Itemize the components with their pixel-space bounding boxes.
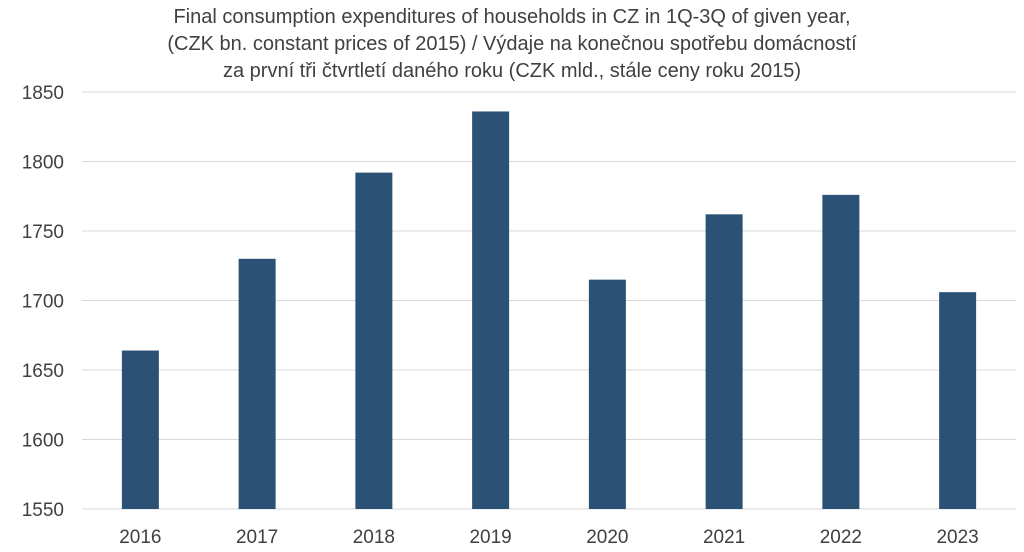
x-tick-label: 2016 — [119, 527, 161, 548]
y-tick-label: 1600 — [22, 431, 64, 452]
bar-2023 — [939, 292, 977, 509]
bar-2018 — [355, 172, 393, 509]
y-tick-label: 1850 — [22, 83, 64, 104]
bars — [121, 111, 977, 510]
y-axis: 1550 1600 1650 1700 1750 1800 1850 — [22, 83, 64, 521]
chart-title-line-1: Final consumption expenditures of househ… — [173, 6, 851, 28]
x-tick-label: 2020 — [586, 527, 628, 548]
bar-2021 — [705, 214, 743, 509]
y-tick-label: 1550 — [22, 500, 64, 521]
x-tick-label: 2021 — [703, 527, 745, 548]
x-tick-label: 2018 — [353, 527, 395, 548]
bar-2016 — [121, 350, 159, 509]
y-tick-label: 1800 — [22, 153, 64, 174]
chart-title-line-3: za první tři čtvrtletí daného roku (CZK … — [222, 60, 802, 82]
bar-2020 — [588, 279, 626, 509]
x-tick-label: 2019 — [469, 527, 511, 548]
chart-title: Final consumption expenditures of househ… — [0, 4, 1024, 85]
x-axis: 2016 2017 2018 2019 2020 2021 2022 2023 — [119, 527, 979, 548]
y-tick-label: 1700 — [22, 292, 64, 313]
gridlines — [82, 91, 1016, 510]
bar-2017 — [238, 258, 276, 509]
x-tick-label: 2022 — [820, 527, 862, 548]
bar-2019 — [472, 111, 510, 510]
chart-title-line-2: (CZK bn. constant prices of 2015) / Výda… — [167, 33, 857, 55]
y-tick-label: 1750 — [22, 222, 64, 243]
bar-2022 — [822, 194, 860, 510]
x-tick-label: 2017 — [236, 527, 278, 548]
y-tick-label: 1650 — [22, 361, 64, 382]
x-tick-label: 2023 — [936, 527, 978, 548]
